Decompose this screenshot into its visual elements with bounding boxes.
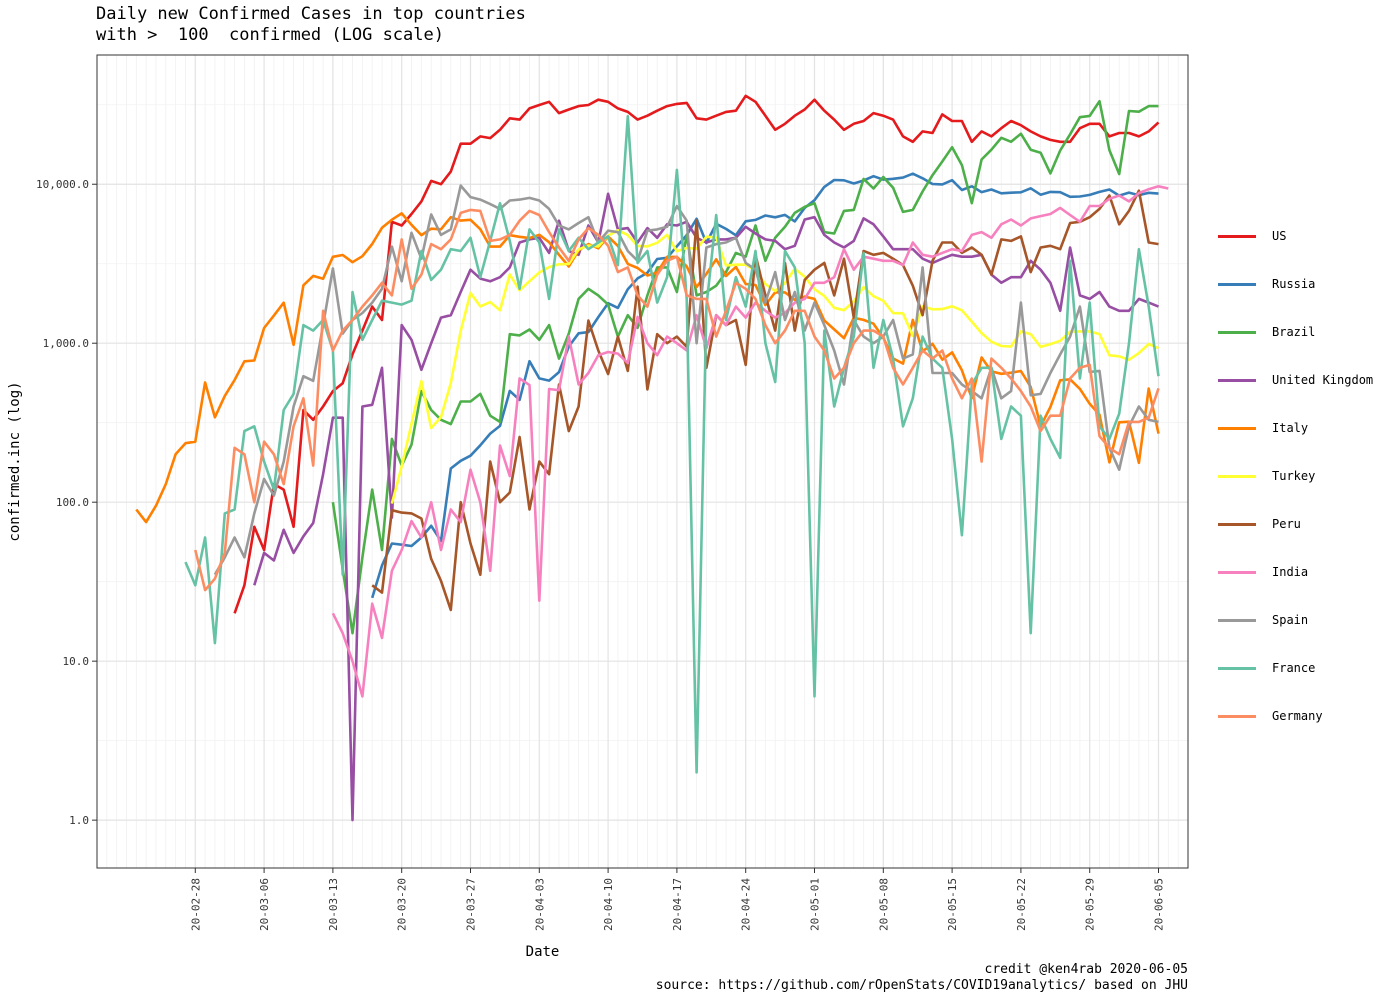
x-tick-label: 20-05-08 <box>877 878 890 931</box>
x-tick-label: 20-03-06 <box>258 878 271 931</box>
legend-item: Brazil <box>1218 308 1398 356</box>
legend-label: United Kingdom <box>1272 373 1374 387</box>
y-tick-label: 100.0 <box>56 496 89 509</box>
legend-label: Peru <box>1272 517 1301 531</box>
legend-item: Turkey <box>1218 452 1398 500</box>
legend-item: Russia <box>1218 260 1398 308</box>
legend-item: United Kingdom <box>1218 356 1398 404</box>
legend: US Russia Brazil United Kingdom Italy Turkey P… <box>1218 212 1398 740</box>
legend-item: Peru <box>1218 500 1398 548</box>
series-line-united-kingdom <box>253 192 1159 822</box>
legend-label: France <box>1272 661 1316 675</box>
y-tick-label: 1.0 <box>69 814 89 827</box>
x-tick-label: 20-05-15 <box>946 878 959 931</box>
legend-label: Russia <box>1272 277 1316 291</box>
legend-swatch <box>1218 522 1256 526</box>
legend-item: Germany <box>1218 692 1398 740</box>
series-line-india <box>331 185 1169 698</box>
plot-panel <box>97 55 1188 868</box>
legend-label: US <box>1272 229 1287 243</box>
legend-item: Italy <box>1218 404 1398 452</box>
caption: credit @ken4rab 2020-06-05 source: https:… <box>656 962 1188 994</box>
series-line-france <box>184 114 1160 774</box>
chart-title-block: Daily new Confirmed Cases in top countri… <box>96 4 526 46</box>
x-tick-label: 20-06-05 <box>1153 878 1166 931</box>
legend-item: US <box>1218 212 1398 260</box>
legend-label: Italy <box>1272 421 1309 435</box>
series-line-spain <box>213 184 1159 576</box>
legend-swatch <box>1218 618 1256 622</box>
legend-item: Spain <box>1218 596 1398 644</box>
chart-title: Daily new Confirmed Cases in top countri… <box>96 4 526 24</box>
legend-item: India <box>1218 548 1398 596</box>
legend-swatch <box>1218 570 1256 574</box>
legend-swatch <box>1218 234 1256 238</box>
x-tick-label: 20-05-29 <box>1084 878 1097 931</box>
series-line-turkey <box>390 228 1160 504</box>
chart-subtitle: with > 100 confirmed (LOG scale) <box>96 25 444 45</box>
series-line-germany <box>194 208 1160 592</box>
series-line-us <box>233 94 1160 614</box>
legend-swatch <box>1218 714 1256 718</box>
x-tick-label: 20-05-22 <box>1015 878 1028 931</box>
x-tick-label: 20-03-13 <box>327 878 340 931</box>
line-chart: 1.0 10.0 100.0 1,000.0 10,000.0 20-02-28 20-03… <box>7 54 1189 960</box>
plot-border <box>96 54 1189 869</box>
series-line-brazil <box>331 99 1159 635</box>
legend-item: France <box>1218 644 1398 692</box>
legend-swatch <box>1218 282 1256 286</box>
legend-swatch <box>1218 474 1256 478</box>
x-tick-label: 20-04-10 <box>602 878 615 931</box>
legend-label: Germany <box>1272 709 1323 723</box>
credit-text: credit @ken4rab 2020-06-05 <box>984 962 1189 977</box>
x-tick-label: 20-02-28 <box>189 878 202 931</box>
x-axis-label: Date <box>526 944 560 960</box>
y-tick-label: 1,000.0 <box>43 337 89 350</box>
legend-label: Brazil <box>1272 325 1316 339</box>
legend-swatch <box>1218 666 1256 670</box>
x-tick-label: 20-05-01 <box>809 878 822 931</box>
x-tick-label: 20-03-27 <box>464 878 477 931</box>
y-tick-label: 10.0 <box>63 655 90 668</box>
series-line-russia <box>370 172 1159 599</box>
legend-label: Spain <box>1272 613 1309 627</box>
legend-swatch <box>1218 330 1256 334</box>
source-text: source: https://github.com/rOpenStats/CO… <box>655 978 1188 993</box>
legend-swatch <box>1218 378 1256 382</box>
series-line-peru <box>371 189 1159 612</box>
x-tick-label: 20-04-03 <box>533 878 546 931</box>
x-tick-label: 20-04-24 <box>740 878 753 931</box>
legend-label: India <box>1272 565 1309 579</box>
legend-label: Turkey <box>1272 469 1316 483</box>
x-tick-label: 20-03-20 <box>396 878 409 931</box>
legend-swatch <box>1218 426 1256 430</box>
x-tick-label: 20-04-17 <box>671 878 684 931</box>
y-axis-label: confirmed.inc (log) <box>7 381 23 541</box>
y-tick-label: 10,000.0 <box>36 178 89 191</box>
